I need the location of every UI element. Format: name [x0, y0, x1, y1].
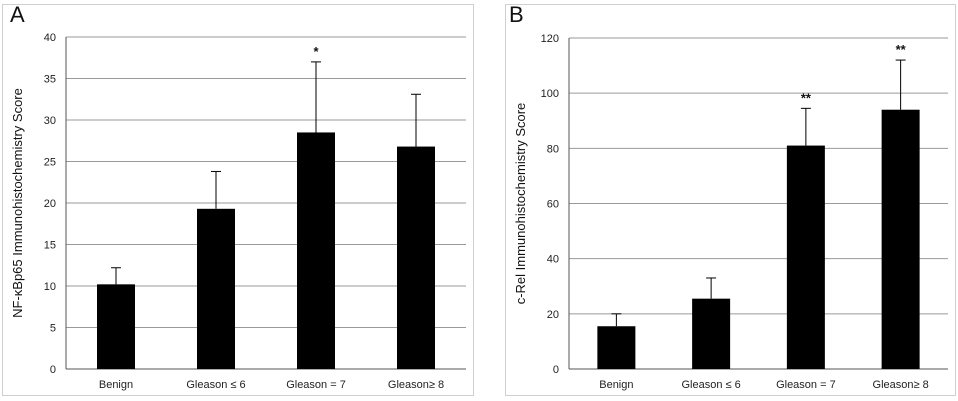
y-tick-label: 10 — [44, 281, 56, 293]
bar — [97, 284, 135, 369]
chart-panel-b: B 0 20 40 60 80 100 120 c-Rel Immunohistochemis… — [479, 0, 958, 401]
y-axis-label: c-Rel Immunohistochemistry Score — [513, 103, 528, 305]
significance-marker: ** — [801, 90, 812, 105]
bar — [297, 132, 335, 369]
y-tick-label: 25 — [44, 157, 56, 169]
panel-frame — [505, 4, 956, 396]
bar — [397, 146, 435, 369]
bar — [881, 109, 920, 369]
significance-marker: ** — [896, 42, 907, 57]
bar — [786, 145, 825, 369]
y-tick-label: 120 — [541, 33, 559, 45]
y-tick-label: 40 — [547, 254, 559, 266]
panel-label: B — [509, 2, 524, 27]
panel-frame — [2, 4, 474, 396]
x-category-label: Gleason≥ 8 — [388, 379, 444, 391]
bar-chart-b: 0 20 40 60 80 100 120 c-Rel Immunohistochemistr… — [513, 33, 948, 391]
bar — [197, 208, 235, 369]
y-tick-label: 80 — [547, 143, 559, 155]
y-tick-label: 30 — [44, 115, 56, 127]
x-category-label: Gleason = 7 — [776, 379, 836, 391]
x-category-label: Gleason≥ 8 — [873, 379, 929, 391]
x-category-label: Gleason = 7 — [286, 379, 346, 391]
y-tick-label: 60 — [547, 199, 559, 211]
y-tick-label: 0 — [553, 364, 559, 376]
y-tick-label: 15 — [44, 240, 56, 252]
x-category-label: Benign — [99, 379, 133, 391]
significance-marker: * — [313, 44, 319, 59]
x-category-label: Gleason ≤ 6 — [682, 379, 741, 391]
bar-chart-a: 0 5 10 15 20 25 30 35 40 NF-κBp65 Immunohistochem… — [10, 32, 466, 391]
y-tick-label: 100 — [541, 88, 559, 100]
chart-panel-a: A 0 5 10 15 20 25 30 35 40 NF-κBp65 Immunohistoch… — [2, 2, 474, 396]
y-tick-label: 5 — [50, 323, 56, 335]
bar — [597, 326, 636, 369]
y-tick-label: 40 — [44, 32, 56, 44]
bar — [692, 298, 731, 369]
x-category-label: Benign — [599, 379, 633, 391]
panel-label: A — [10, 2, 25, 27]
y-axis-label: NF-κBp65 Immunohistochemistry Score — [10, 88, 25, 318]
x-category-label: Gleason ≤ 6 — [186, 379, 245, 391]
y-tick-label: 35 — [44, 74, 56, 86]
y-tick-label: 20 — [44, 198, 56, 210]
y-tick-label: 20 — [547, 309, 559, 321]
y-tick-label: 0 — [50, 364, 56, 376]
